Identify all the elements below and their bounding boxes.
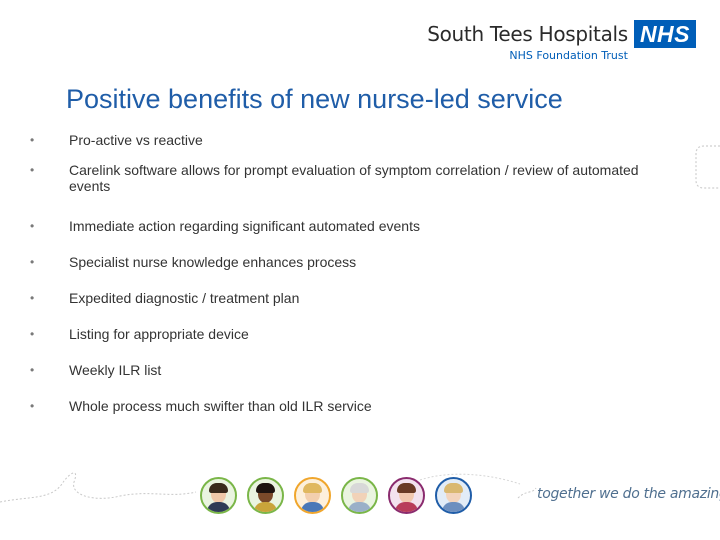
bullet-list: • Pro-active vs reactive • Carelink softwa…: [30, 132, 640, 414]
avatar-hair: [444, 483, 463, 493]
list-item: • Listing for appropriate device: [30, 326, 640, 362]
avatar-shirt: [348, 502, 371, 512]
list-item-text: Weekly ILR list: [69, 362, 162, 378]
tagline: together we do the amazing: [537, 486, 720, 502]
avatar-4: [341, 477, 378, 514]
bullet-icon: •: [30, 399, 35, 413]
list-item: • Whole process much swifter than old ILR…: [30, 398, 640, 414]
list-item: • Expedited diagnostic / treatment plan: [30, 290, 640, 326]
avatar-hair: [350, 483, 369, 493]
staff-avatars: [200, 477, 472, 514]
avatar-shirt: [395, 502, 418, 512]
bullet-icon: •: [30, 327, 35, 341]
avatar-2: [247, 477, 284, 514]
org-subtitle: NHS Foundation Trust: [509, 49, 628, 62]
corner-decoration: [695, 145, 720, 189]
avatar-shirt: [254, 502, 277, 512]
trust-logo: South Tees Hospitals NHS Foundation Trus…: [427, 20, 696, 63]
list-item: • Carelink software allows for prompt eva…: [30, 162, 640, 218]
list-item: • Immediate action regarding significant …: [30, 218, 640, 254]
bullet-icon: •: [30, 291, 35, 305]
bullet-icon: •: [30, 219, 35, 233]
bullet-icon: •: [30, 163, 35, 177]
list-item-text: Expedited diagnostic / treatment plan: [69, 290, 300, 306]
list-item: • Weekly ILR list: [30, 362, 640, 398]
bullet-icon: •: [30, 255, 35, 269]
list-item-text: Immediate action regarding significant a…: [69, 218, 420, 234]
avatar-hair: [209, 483, 228, 493]
avatar-6: [435, 477, 472, 514]
list-item-text: Pro-active vs reactive: [69, 132, 203, 148]
logo-text: South Tees Hospitals NHS Foundation Trus…: [427, 22, 628, 63]
avatar-shirt: [301, 502, 324, 512]
avatar-hair: [397, 483, 416, 493]
avatar-1: [200, 477, 237, 514]
avatar-hair: [256, 483, 275, 493]
nhs-badge: NHS: [633, 20, 696, 48]
slide-title: Positive benefits of new nurse-led servi…: [66, 84, 563, 114]
bullet-icon: •: [30, 363, 35, 377]
org-name: South Tees Hospitals: [427, 22, 628, 46]
list-item-text: Carelink software allows for prompt eval…: [69, 162, 639, 194]
list-item-text: Whole process much swifter than old ILR …: [69, 398, 372, 414]
bullet-icon: •: [30, 133, 35, 147]
avatar-5: [388, 477, 425, 514]
avatar-3: [294, 477, 331, 514]
decorative-swirl-line: [0, 472, 537, 503]
list-item: • Pro-active vs reactive: [30, 132, 640, 162]
avatar-hair: [303, 483, 322, 493]
list-item-text: Listing for appropriate device: [69, 326, 249, 342]
list-item-text: Specialist nurse knowledge enhances proc…: [69, 254, 357, 270]
avatar-shirt: [442, 502, 465, 512]
list-item: • Specialist nurse knowledge enhances pro…: [30, 254, 640, 290]
avatar-shirt: [207, 502, 230, 512]
